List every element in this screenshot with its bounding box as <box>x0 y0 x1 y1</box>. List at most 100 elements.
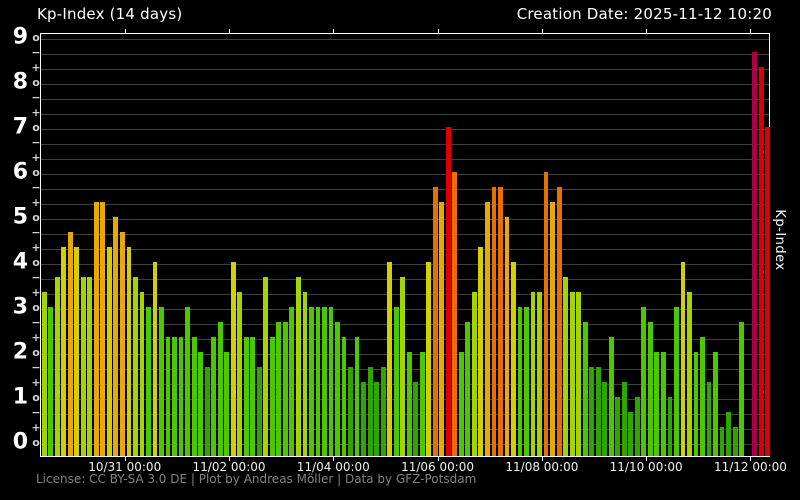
kp-bar <box>211 337 217 456</box>
kp-bar <box>100 202 106 456</box>
kp-bar <box>243 337 249 456</box>
kp-bar <box>87 277 93 456</box>
kp-bar <box>348 367 353 456</box>
kp-bar <box>302 292 308 456</box>
x-axis-date-label: 11/06 00:00 <box>401 460 475 474</box>
y-axis-major-label: 7 <box>12 114 28 140</box>
kp-bar <box>550 202 555 456</box>
kp-bar <box>315 307 321 456</box>
x-axis-date-label: 11/10 00:00 <box>609 460 683 474</box>
kp-bar <box>537 292 542 456</box>
kp-bar <box>563 277 569 456</box>
kp-bar <box>491 187 497 456</box>
kp-bar <box>615 397 621 456</box>
creation-date: Creation Date: 2025-11-12 10:20 <box>516 5 772 23</box>
kp-bar <box>758 67 764 456</box>
y-axis-sub-label: − <box>31 181 41 195</box>
kp-bar <box>54 277 60 456</box>
y-axis-sub-label: + <box>31 286 41 300</box>
kp-bar <box>322 307 327 456</box>
x-axis-date-label: 11/04 00:00 <box>296 460 370 474</box>
kp-bar <box>530 292 536 456</box>
kp-bar <box>282 322 288 456</box>
kp-bar <box>647 322 653 456</box>
kp-bar <box>269 337 275 456</box>
y-axis-sub-label: − <box>31 316 41 330</box>
kp-bar <box>465 322 471 456</box>
kp-bar <box>48 307 54 456</box>
kp-bar <box>400 277 406 456</box>
kp-bar <box>335 322 340 456</box>
kp-bar <box>139 292 145 456</box>
kp-bar <box>445 127 451 456</box>
y-axis-sub-label: + <box>31 421 41 435</box>
kp-bar <box>595 367 601 456</box>
kp-bar <box>67 232 73 456</box>
gridline <box>41 69 769 70</box>
x-axis-tick <box>541 457 543 461</box>
kp-bar <box>674 307 679 456</box>
y-axis-sub-label: − <box>31 226 41 240</box>
y-axis-sub-label: o <box>32 346 40 360</box>
gridline <box>41 99 769 100</box>
gridline <box>41 144 769 145</box>
kp-bar <box>524 307 529 456</box>
kp-bar <box>354 337 360 456</box>
x-axis-tick <box>124 457 126 461</box>
y-axis-sub-label: o <box>32 391 40 405</box>
kp-bar <box>309 307 314 456</box>
kp-bar <box>367 367 373 456</box>
kp-bar <box>439 202 445 456</box>
kp-bar <box>374 382 380 456</box>
kp-bar <box>133 277 138 456</box>
kp-bar <box>628 412 634 456</box>
top-axis-tick <box>124 29 126 33</box>
y-axis-major-label: 1 <box>12 384 28 410</box>
y-axis-sub-label: o <box>32 436 40 450</box>
kp-bar <box>471 292 477 456</box>
y-axis-sub-label: + <box>31 61 41 75</box>
gridline <box>41 159 769 160</box>
gridline <box>41 129 769 130</box>
top-axis-tick <box>437 29 439 33</box>
kp-bar <box>93 202 99 456</box>
gridline <box>41 264 769 265</box>
right-axis-label: Kp-Index <box>772 209 787 271</box>
kp-bar <box>654 352 660 456</box>
y-axis-major-label: 9 <box>12 24 28 50</box>
y-axis-sub-label: + <box>31 331 41 345</box>
y-axis-major-label: 2 <box>12 339 28 365</box>
y-axis-major-label: 8 <box>12 69 28 95</box>
y-axis-sub-label: + <box>31 376 41 390</box>
kp-bar <box>608 337 614 456</box>
kp-bar <box>419 352 425 456</box>
kp-bar <box>191 337 197 456</box>
kp-bar <box>224 352 230 456</box>
y-axis-major-label: 3 <box>12 294 28 320</box>
kp-bar <box>452 172 458 456</box>
kp-bar <box>152 262 158 456</box>
top-axis-tick <box>229 29 231 33</box>
kp-bar <box>687 292 692 456</box>
top-axis-tick <box>646 29 648 33</box>
x-axis-date-label: 11/02 00:00 <box>192 460 266 474</box>
x-axis-date-label: 11/08 00:00 <box>505 460 579 474</box>
kp-bar <box>569 292 575 456</box>
x-axis-tick <box>333 457 335 461</box>
kp-bar <box>178 337 184 456</box>
kp-bar <box>413 382 419 456</box>
y-axis-sub-label: + <box>31 151 41 165</box>
kp-bar <box>230 262 236 456</box>
kp-bar <box>159 307 164 456</box>
top-axis-tick <box>750 29 752 33</box>
kp-bar <box>276 322 282 456</box>
gridline <box>41 174 769 175</box>
license-text: License: CC BY-SA 3.0 DE | Plot by Andre… <box>36 472 477 486</box>
kp-bar <box>517 307 523 456</box>
kp-bar <box>602 382 608 456</box>
kp-bar <box>719 427 725 456</box>
kp-bar <box>146 307 151 456</box>
gridline <box>41 39 769 40</box>
y-axis-sub-label: − <box>31 361 41 375</box>
